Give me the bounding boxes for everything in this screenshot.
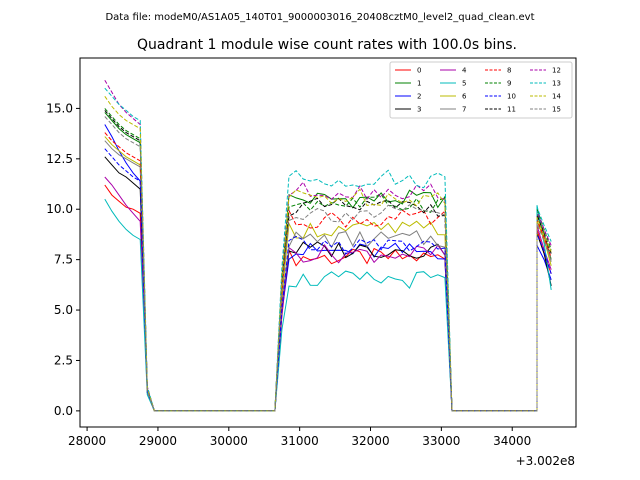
series-line-15 [104, 116, 552, 412]
series-line-10 [104, 148, 552, 412]
figure-suptitle: Data file: modeM0/AS1A05_140T01_90000030… [105, 12, 534, 23]
chart-title: Quadrant 1 module wise count rates with … [137, 37, 517, 53]
series-layer [104, 79, 552, 412]
x-axis-offset-label: +3.002e8 [516, 454, 575, 468]
legend-label-15: 15 [552, 106, 561, 114]
legend-label-3: 3 [417, 106, 421, 114]
x-tick-label: 31000 [281, 434, 319, 448]
x-tick-label: 34000 [493, 434, 531, 448]
y-tick-label: 0.0 [54, 404, 73, 418]
y-tick-label: 15.0 [46, 101, 73, 115]
plot-area-frame [79, 57, 577, 428]
y-tick-label: 2.5 [54, 353, 73, 367]
legend-label-14: 14 [552, 93, 561, 101]
x-tick-label: 30000 [210, 434, 248, 448]
legend-label-11: 11 [507, 106, 516, 114]
x-tick-label: 33000 [422, 434, 460, 448]
legend-label-0: 0 [417, 67, 421, 75]
y-tick-label: 10.0 [46, 202, 73, 216]
y-tick-label: 12.5 [46, 152, 73, 166]
x-tick-label: 32000 [351, 434, 389, 448]
axis-layer: 28000 29000 30000 31000 32000 33000 34000 0.0 2.… [46, 101, 531, 448]
legend-label-9: 9 [507, 80, 511, 88]
x-tick-label: 29000 [139, 434, 177, 448]
legend-frame [389, 61, 573, 119]
legend-label-2: 2 [417, 93, 421, 101]
legend-label-10: 10 [507, 93, 516, 101]
legend-label-1: 1 [417, 80, 421, 88]
legend-label-5: 5 [462, 80, 466, 88]
y-tick-label: 5.0 [54, 303, 73, 317]
x-tick-label: 28000 [68, 434, 106, 448]
legend-label-12: 12 [552, 67, 561, 75]
legend-label-7: 7 [462, 106, 466, 114]
legend-label-6: 6 [462, 93, 467, 101]
legend-label-4: 4 [462, 67, 467, 75]
y-tick-label: 7.5 [54, 253, 73, 267]
legend-label-13: 13 [552, 80, 561, 88]
legend-label-8: 8 [507, 67, 511, 75]
